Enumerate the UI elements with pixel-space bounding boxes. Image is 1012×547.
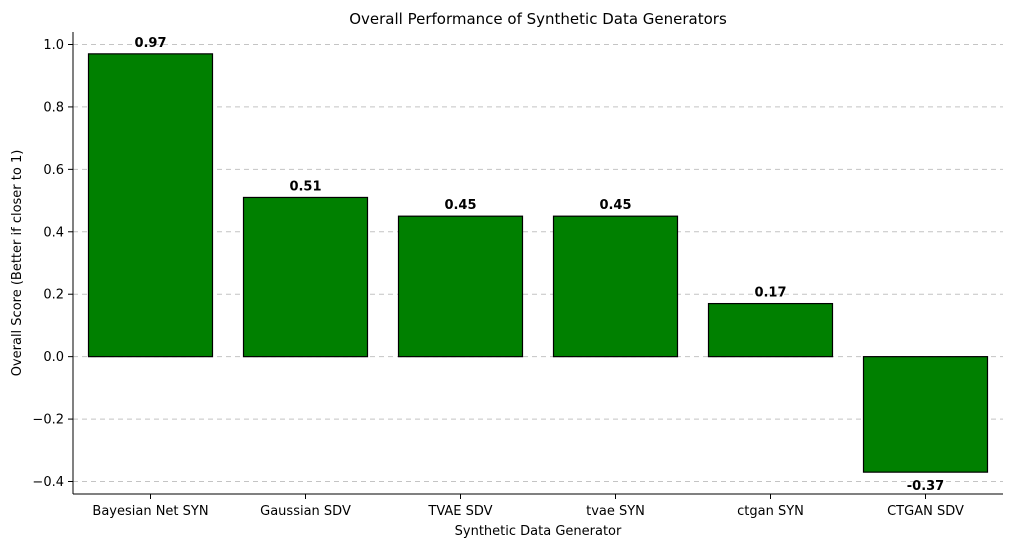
y-tick-label: −0.2 — [32, 413, 64, 428]
x-tick-label: CTGAN SDV — [887, 504, 964, 519]
x-tick-label: Gaussian SDV — [260, 504, 351, 519]
data-label: 0.51 — [289, 179, 321, 194]
data-label: 0.97 — [134, 36, 166, 51]
y-tick-label: 0.0 — [43, 350, 64, 365]
y-tick-label: −0.4 — [32, 475, 64, 490]
x-axis-label: Synthetic Data Generator — [455, 524, 622, 539]
x-tick-label: ctgan SYN — [737, 504, 804, 519]
x-tick-label: tvae SYN — [586, 504, 645, 519]
data-label: -0.37 — [907, 479, 944, 494]
x-tick-label: TVAE SDV — [427, 504, 492, 519]
y-tick-label: 0.4 — [43, 225, 64, 240]
bar-bayesian-net-syn — [87, 53, 214, 358]
y-tick-label: 0.6 — [43, 163, 64, 178]
y-tick-label: 0.8 — [43, 100, 64, 115]
y-axis-label: Overall Score (Better if closer to 1) — [10, 150, 25, 377]
bar-tvae-syn — [552, 215, 679, 358]
data-label: 0.17 — [754, 286, 786, 301]
bar-tvae-sdv — [397, 215, 524, 358]
bars — [87, 53, 989, 473]
y-tick-label: 1.0 — [43, 38, 64, 53]
bar-ctgan-syn — [707, 302, 834, 358]
data-label: 0.45 — [444, 198, 476, 213]
y-tick-label: 0.2 — [43, 288, 64, 303]
grid-lines — [73, 43, 1003, 483]
axes: −0.4 −0.2 0.0 0.2 0.4 0.6 0.8 1.0 Bayesian Net S… — [32, 32, 1003, 519]
data-label: 0.45 — [599, 198, 631, 213]
chart-title: Overall Performance of Synthetic Data Ge… — [349, 10, 727, 28]
bar-ctgan-sdv — [862, 356, 989, 473]
bar-gaussian-sdv — [242, 196, 369, 358]
x-tick-label: Bayesian Net SYN — [92, 504, 208, 519]
data-labels: 0.97 0.51 0.45 0.45 0.17 -0.37 — [134, 36, 944, 494]
